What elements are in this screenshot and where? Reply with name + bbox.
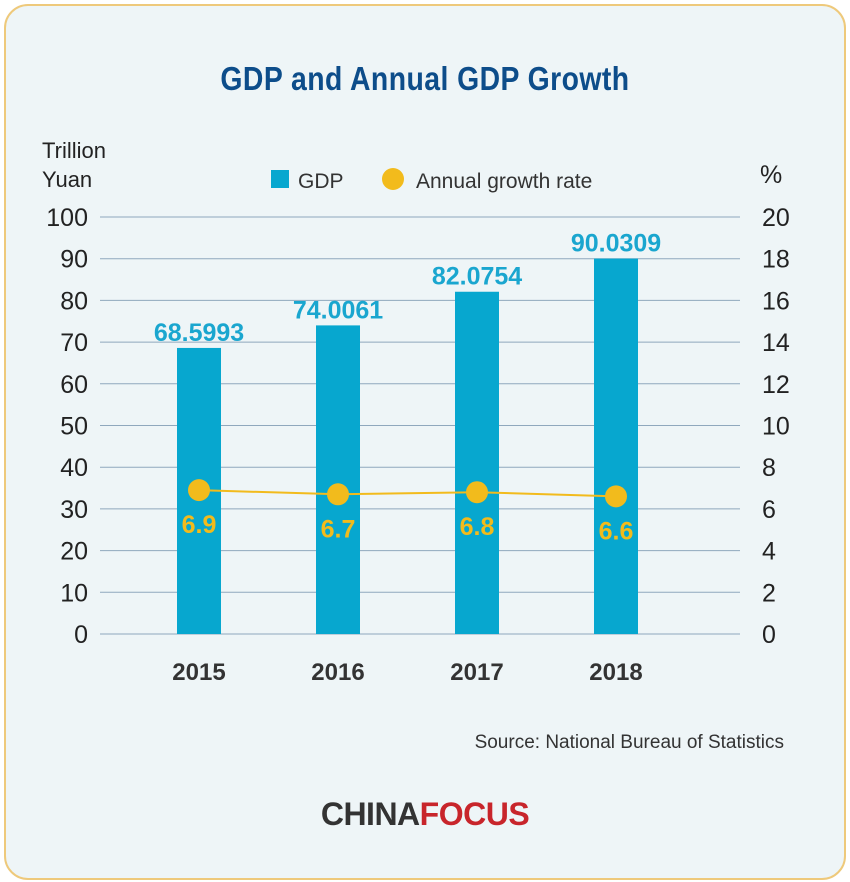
y-left-tick-label: 0 <box>74 621 88 649</box>
logo-focus: FOCUS <box>419 796 530 832</box>
y-left-tick-label: 70 <box>60 329 88 357</box>
growth-rate-point <box>188 479 210 502</box>
growth-rate-point <box>327 483 349 506</box>
bar-value-label: 74.0061 <box>293 296 383 324</box>
y-left-tick-label: 10 <box>60 579 88 607</box>
y-right-tick-label: 16 <box>762 287 790 315</box>
y-left-tick-label: 90 <box>60 246 88 274</box>
y-right-tick-label: 4 <box>762 538 776 566</box>
y-left-axis-label: Yuan <box>42 167 92 192</box>
chart-frame <box>4 4 846 880</box>
y-right-tick-label: 8 <box>762 454 776 482</box>
legend-label-growth: Annual growth rate <box>416 170 592 193</box>
chart-title: GDP and Annual GDP Growth <box>220 60 630 97</box>
bar-value-label: 90.0309 <box>571 230 661 258</box>
logo-china: CHINA <box>320 796 420 832</box>
y-left-tick-label: 20 <box>60 538 88 566</box>
y-left-tick-label: 100 <box>46 204 88 232</box>
y-left-tick-label: 30 <box>60 496 88 524</box>
x-tick-label: 2017 <box>450 659 503 686</box>
bar-value-label: 68.5993 <box>154 319 244 347</box>
y-left-tick-label: 40 <box>60 454 88 482</box>
growth-rate-label: 6.6 <box>599 517 634 545</box>
y-left-tick-label: 80 <box>60 287 88 315</box>
y-right-tick-label: 6 <box>762 496 776 524</box>
legend-swatch-gdp <box>271 170 289 188</box>
growth-rate-label: 6.7 <box>321 515 356 543</box>
y-left-axis-label: Trillion <box>42 138 106 163</box>
bar-value-label: 82.0754 <box>432 263 522 291</box>
y-right-tick-label: 12 <box>762 371 790 399</box>
legend-label-gdp: GDP <box>298 170 344 193</box>
y-right-tick-label: 18 <box>762 246 790 274</box>
bar-gdp <box>455 291 499 634</box>
y-right-tick-label: 20 <box>762 204 790 232</box>
growth-rate-point <box>466 481 488 504</box>
growth-rate-label: 6.9 <box>182 511 217 539</box>
china-focus-logo: CHINAFOCUS <box>0 796 850 833</box>
y-right-tick-label: 14 <box>762 329 790 357</box>
bar-gdp <box>316 325 360 634</box>
y-right-tick-label: 10 <box>762 413 790 441</box>
growth-rate-label: 6.8 <box>460 513 495 541</box>
growth-rate-line <box>198 489 617 498</box>
y-left-tick-label: 60 <box>60 371 88 399</box>
x-tick-label: 2018 <box>589 659 642 686</box>
source-note: Source: National Bureau of Statistics <box>474 732 784 753</box>
y-right-axis-label: % <box>760 161 782 189</box>
legend-swatch-growth <box>382 168 404 190</box>
x-tick-label: 2016 <box>311 659 364 686</box>
x-tick-label: 2015 <box>172 659 225 686</box>
y-right-tick-label: 0 <box>762 621 776 649</box>
bar-gdp <box>594 258 638 634</box>
growth-rate-point <box>605 485 627 508</box>
y-left-tick-label: 50 <box>60 413 88 441</box>
y-right-tick-label: 2 <box>762 579 776 607</box>
